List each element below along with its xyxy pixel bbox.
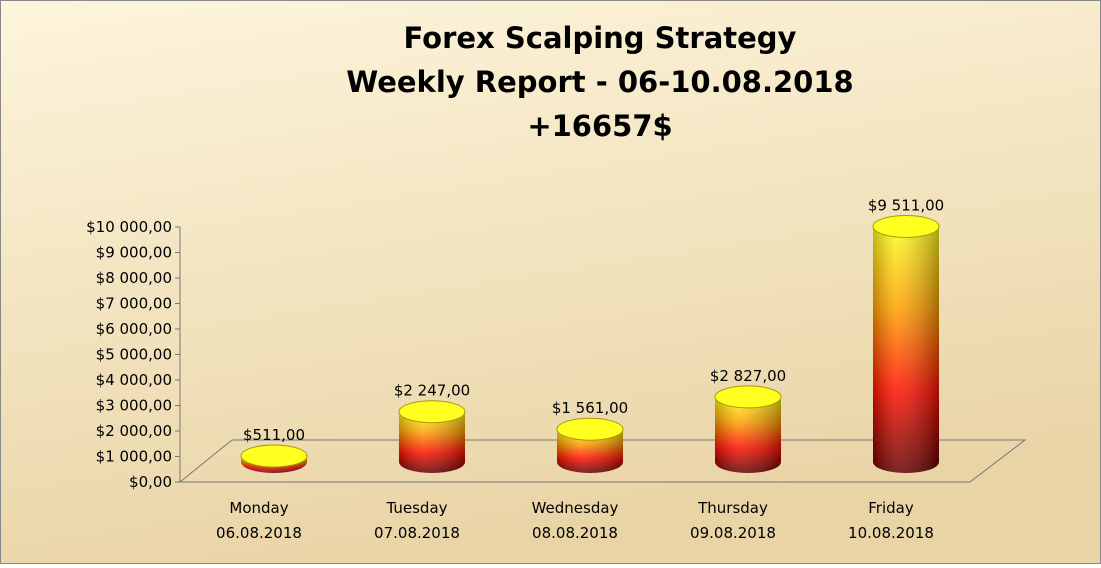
chart-subtitle: Weekly Report - 06-10.08.2018 xyxy=(346,65,853,99)
value-label: $9 511,00 xyxy=(868,196,944,214)
x-tick-label: 06.08.2018 xyxy=(216,524,302,542)
y-tick-label: $9 000,00 xyxy=(96,244,172,262)
cylinder-top xyxy=(714,385,782,409)
floor xyxy=(178,439,1027,483)
bar xyxy=(398,400,466,473)
y-tick-label: $8 000,00 xyxy=(96,269,172,287)
y-tick-label: $4 000,00 xyxy=(96,371,172,389)
cylinder-top xyxy=(556,417,624,441)
cylinder-top xyxy=(398,400,466,424)
x-tick-label: Thursday xyxy=(697,499,768,517)
cylinder-top xyxy=(240,444,308,468)
y-tick-label: $10 000,00 xyxy=(86,218,172,236)
y-tick-label: $3 000,00 xyxy=(96,397,172,415)
cylinder-shade xyxy=(399,411,465,473)
total-annotation: +16657$ xyxy=(527,109,672,143)
y-tick-label: $0,00 xyxy=(129,473,172,491)
x-tick-label: 08.08.2018 xyxy=(532,524,618,542)
cylinder-top xyxy=(872,214,940,238)
value-label: $511,00 xyxy=(243,426,305,444)
cylinder-shade xyxy=(873,226,939,473)
x-tick-label: Wednesday xyxy=(532,499,619,517)
value-label: $2 247,00 xyxy=(394,382,470,400)
chart-title: Forex Scalping Strategy xyxy=(404,21,797,55)
bar xyxy=(714,385,782,473)
value-label: $1 561,00 xyxy=(552,399,628,417)
x-tick-label: 07.08.2018 xyxy=(374,524,460,542)
y-tick-label: $5 000,00 xyxy=(96,346,172,364)
x-tick-label: Friday xyxy=(868,499,914,517)
y-tick-label: $1 000,00 xyxy=(96,448,172,466)
bar xyxy=(240,444,308,473)
y-tick-label: $6 000,00 xyxy=(96,320,172,338)
bar xyxy=(872,214,940,473)
y-tick-label: $2 000,00 xyxy=(96,422,172,440)
x-tick-label: Monday xyxy=(229,499,288,517)
x-tick-label: 10.08.2018 xyxy=(848,524,934,542)
y-tick-label: $7 000,00 xyxy=(96,295,172,313)
value-label: $2 827,00 xyxy=(710,367,786,385)
cylinder-shade xyxy=(557,429,623,473)
x-tick-label: 09.08.2018 xyxy=(690,524,776,542)
bar xyxy=(556,417,624,473)
x-tick-label: Tuesday xyxy=(385,499,447,517)
cylinder-shade xyxy=(715,396,781,473)
